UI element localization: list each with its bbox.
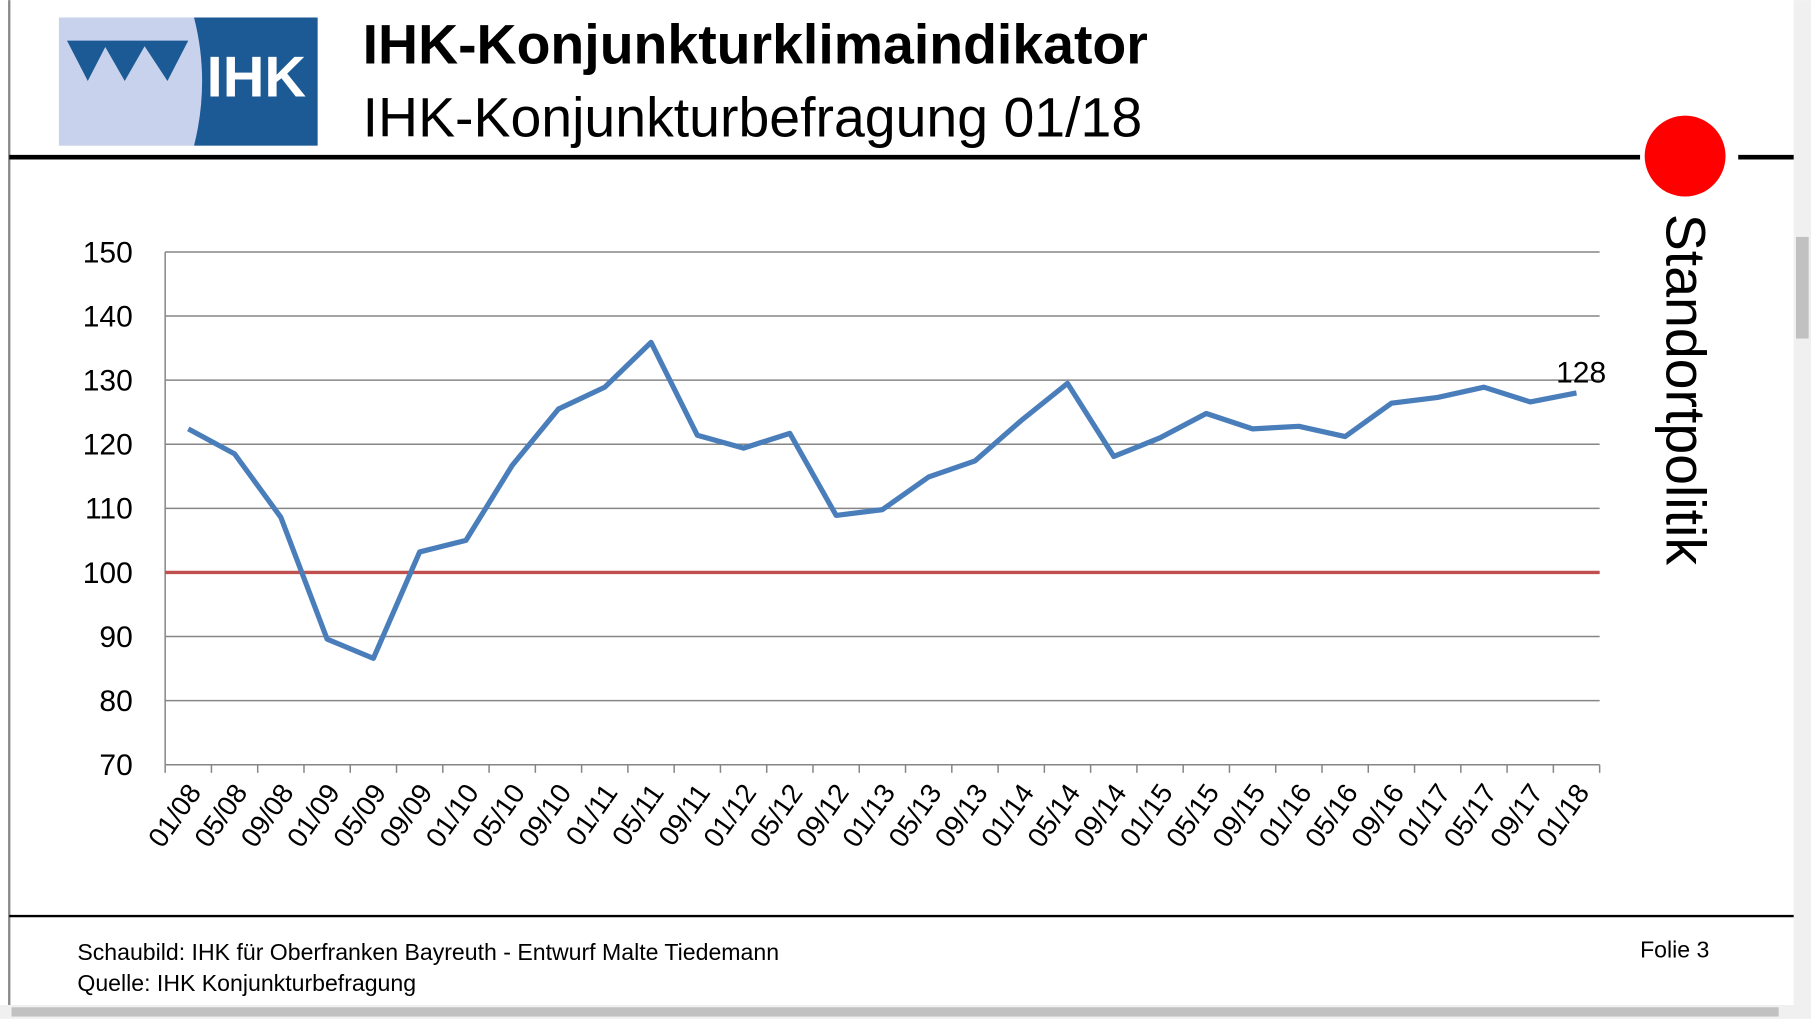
y-tick-label: 120 bbox=[83, 429, 133, 462]
slide-number: Folie 3 bbox=[1640, 937, 1709, 963]
footer-text: Schaubild: IHK für Oberfranken Bayreuth … bbox=[77, 939, 779, 965]
scrollbar-thumb[interactable] bbox=[1795, 236, 1809, 339]
y-tick-label: 80 bbox=[99, 685, 132, 718]
y-tick-label: 110 bbox=[85, 493, 133, 526]
logo-panel bbox=[194, 17, 318, 146]
h-scrollbar-thumb[interactable] bbox=[11, 1007, 1779, 1017]
y-tick-label: 70 bbox=[99, 749, 132, 782]
footer-text: Quelle: IHK Konjunkturbefragung bbox=[77, 970, 416, 996]
side-label: Standortpolitik bbox=[1655, 214, 1717, 565]
y-tick-label: 90 bbox=[99, 621, 132, 654]
chart-subtitle: IHK-Konjunkturbefragung 01/18 bbox=[363, 86, 1143, 148]
data-label: 128 bbox=[1556, 357, 1606, 390]
status-dot bbox=[1644, 115, 1726, 197]
data-line bbox=[187, 339, 1577, 661]
y-tick-label: 100 bbox=[83, 557, 133, 590]
x-tick-label: 09/10 bbox=[512, 778, 577, 853]
x-tick-label: 01/18 bbox=[1530, 778, 1595, 853]
logo-triangles bbox=[66, 40, 189, 82]
logo-text: IHK bbox=[207, 45, 307, 109]
scrollbar[interactable] bbox=[1793, 0, 1811, 1005]
logo: IHK bbox=[58, 17, 318, 146]
y-tick-label: 140 bbox=[83, 300, 133, 333]
y-tick-label: 150 bbox=[83, 236, 133, 269]
y-tick-label: 130 bbox=[83, 365, 133, 398]
chart-title: IHK-Konjunkturklimaindikator bbox=[363, 14, 1148, 76]
